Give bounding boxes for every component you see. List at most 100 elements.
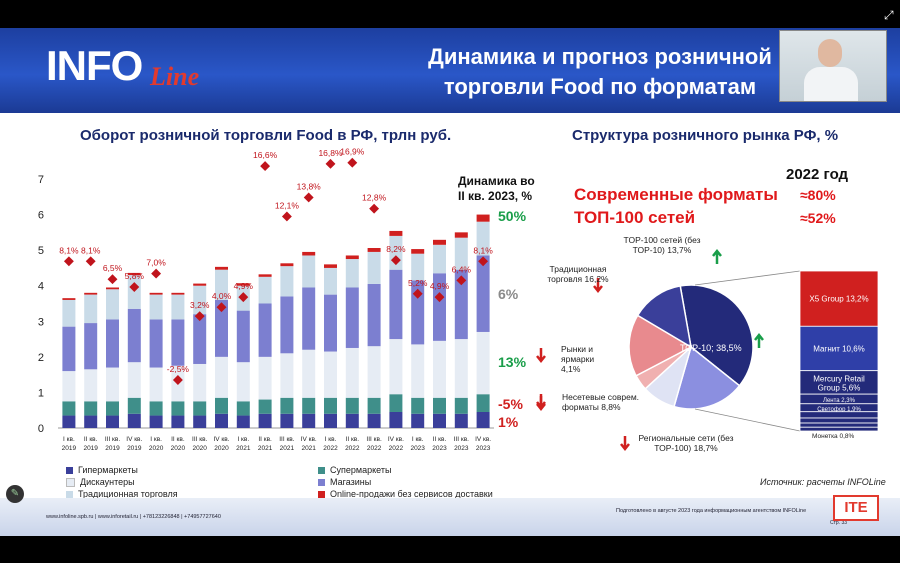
down-arrow-icon [536, 348, 546, 364]
x-tick-label-quarter: III кв. [192, 436, 208, 443]
bar-segment-0 [345, 413, 359, 428]
x-tick-label-year: 2023 [410, 445, 425, 452]
bar-segment-2 [236, 362, 250, 402]
bar-segment-1 [411, 397, 425, 414]
top10-segment [799, 411, 879, 419]
down-arrow-icon [620, 436, 630, 452]
growth-data-label: 3,2% [190, 300, 210, 310]
bar-segment-0 [454, 413, 468, 428]
bar-segment-1 [345, 397, 359, 414]
bar-segment-4 [215, 269, 228, 300]
legend-swatch [66, 478, 75, 488]
legend-swatch [318, 491, 325, 499]
slide-header: INFO Line Динамика и прогноз розничной т… [0, 28, 900, 113]
bar-segment-5 [127, 272, 141, 276]
x-tick-label-quarter: III кв. [279, 436, 295, 443]
bar-segment-1 [62, 401, 76, 416]
bar-segment-4 [454, 237, 468, 270]
bar-segment-1 [127, 397, 141, 414]
legend-swatch [318, 479, 325, 487]
share-label: 1% [498, 414, 519, 430]
bar-segment-2 [258, 356, 272, 400]
bar-segment-3 [62, 326, 76, 372]
dynamics-title-line1: Динамика во [458, 174, 535, 188]
dynamics-title: Динамика во II кв. 2023, % [458, 174, 535, 204]
growth-data-label: 8,2% [386, 244, 406, 254]
down-arrow-icon [536, 394, 546, 410]
bar-segment-0 [411, 413, 425, 428]
slide-footer: www.infoline.spb.ru | www.inforetail.ru … [0, 498, 900, 536]
bar-segment-4 [258, 276, 272, 304]
x-tick-label-quarter: IV кв. [475, 436, 491, 443]
ite-logo: ITE [833, 495, 879, 521]
bar-segment-4 [433, 244, 446, 274]
top10-segment-label: Лента 2,3% [823, 398, 856, 404]
legend-label: Супермаркеты [330, 465, 392, 475]
pie-label-markets: Рынки и ярмарки 4,1% [561, 344, 595, 374]
footer-prepared: Подготовлено в августе 2023 года информа… [616, 508, 807, 514]
x-tick-label-quarter: I кв. [150, 436, 162, 443]
legend-item: Дискаунтеры [66, 477, 135, 488]
pie-label-regional: Региональные сети (без ТОР-100) 18,7% [638, 433, 734, 453]
bar-segment-1 [258, 399, 272, 414]
bar-segment-4 [106, 289, 119, 320]
x-tick-label-quarter: II кв. [258, 436, 272, 443]
x-tick-label-year: 2020 [214, 445, 229, 452]
bar-segment-4 [345, 259, 359, 288]
growth-marker [281, 211, 292, 222]
growth-marker [238, 292, 249, 303]
bar-segment-4 [171, 294, 185, 320]
x-tick-label-quarter: II кв. [84, 436, 98, 443]
connector-line [694, 408, 801, 432]
growth-data-label: 4,9% [234, 281, 254, 291]
bar-segment-0 [127, 413, 141, 428]
bar-segment-3 [106, 319, 119, 368]
x-tick-label-quarter: II кв. [346, 436, 360, 443]
growth-data-label: 16,8% [318, 148, 343, 158]
presenter-video-thumbnail[interactable] [779, 30, 887, 102]
bar-segment-2 [345, 347, 359, 398]
bar-segment-3 [127, 308, 141, 363]
growth-marker [412, 288, 423, 299]
growth-data-label: 6,4% [452, 264, 472, 274]
growth-marker [85, 256, 96, 267]
x-tick-label-year: 2020 [192, 445, 207, 452]
top10-segment [799, 426, 879, 432]
y-tick-label: 0 [38, 423, 44, 435]
bar-segment-0 [258, 413, 272, 428]
footer-page: Стр. 33 [830, 520, 848, 526]
bar-segment-0 [84, 415, 98, 428]
bar-segment-5 [258, 274, 272, 277]
connector-line [694, 270, 801, 286]
infoline-logo-script: Line [150, 62, 200, 91]
bar-segment-5 [171, 292, 185, 295]
x-tick-label-year: 2022 [367, 445, 382, 452]
growth-marker [369, 203, 380, 214]
pie-slice [628, 314, 693, 377]
pen-tool-icon[interactable]: ✎ [6, 485, 24, 503]
bar-segment-3 [84, 323, 98, 370]
growth-marker [107, 274, 118, 285]
growth-data-label: 12,8% [362, 193, 387, 203]
bar-segment-5 [433, 239, 446, 245]
bar-segment-3 [171, 319, 185, 366]
bar-segment-2 [302, 349, 316, 398]
bar-segment-5 [345, 255, 359, 260]
growth-data-label: 8,1% [59, 245, 79, 255]
share-label: 50% [498, 208, 527, 224]
slide-title-line2: торговли Food по форматам [443, 74, 757, 99]
x-tick-label-quarter: II кв. [171, 436, 185, 443]
bar-segment-1 [149, 401, 163, 416]
share-label: 6% [498, 286, 519, 302]
top10-segment-label: Светофор 1,9% [817, 407, 861, 413]
bar-segment-2 [389, 339, 403, 395]
legend-label: Магазины [330, 477, 372, 487]
bar-segment-3 [411, 280, 425, 345]
bar-segment-1 [389, 394, 403, 412]
bar-segment-5 [84, 292, 98, 295]
bar-segment-3 [324, 294, 337, 352]
expand-icon[interactable]: ⤢ [884, 8, 894, 22]
up-arrow-icon [754, 332, 764, 348]
share-label: 13% [498, 354, 527, 370]
growth-marker [325, 158, 336, 169]
